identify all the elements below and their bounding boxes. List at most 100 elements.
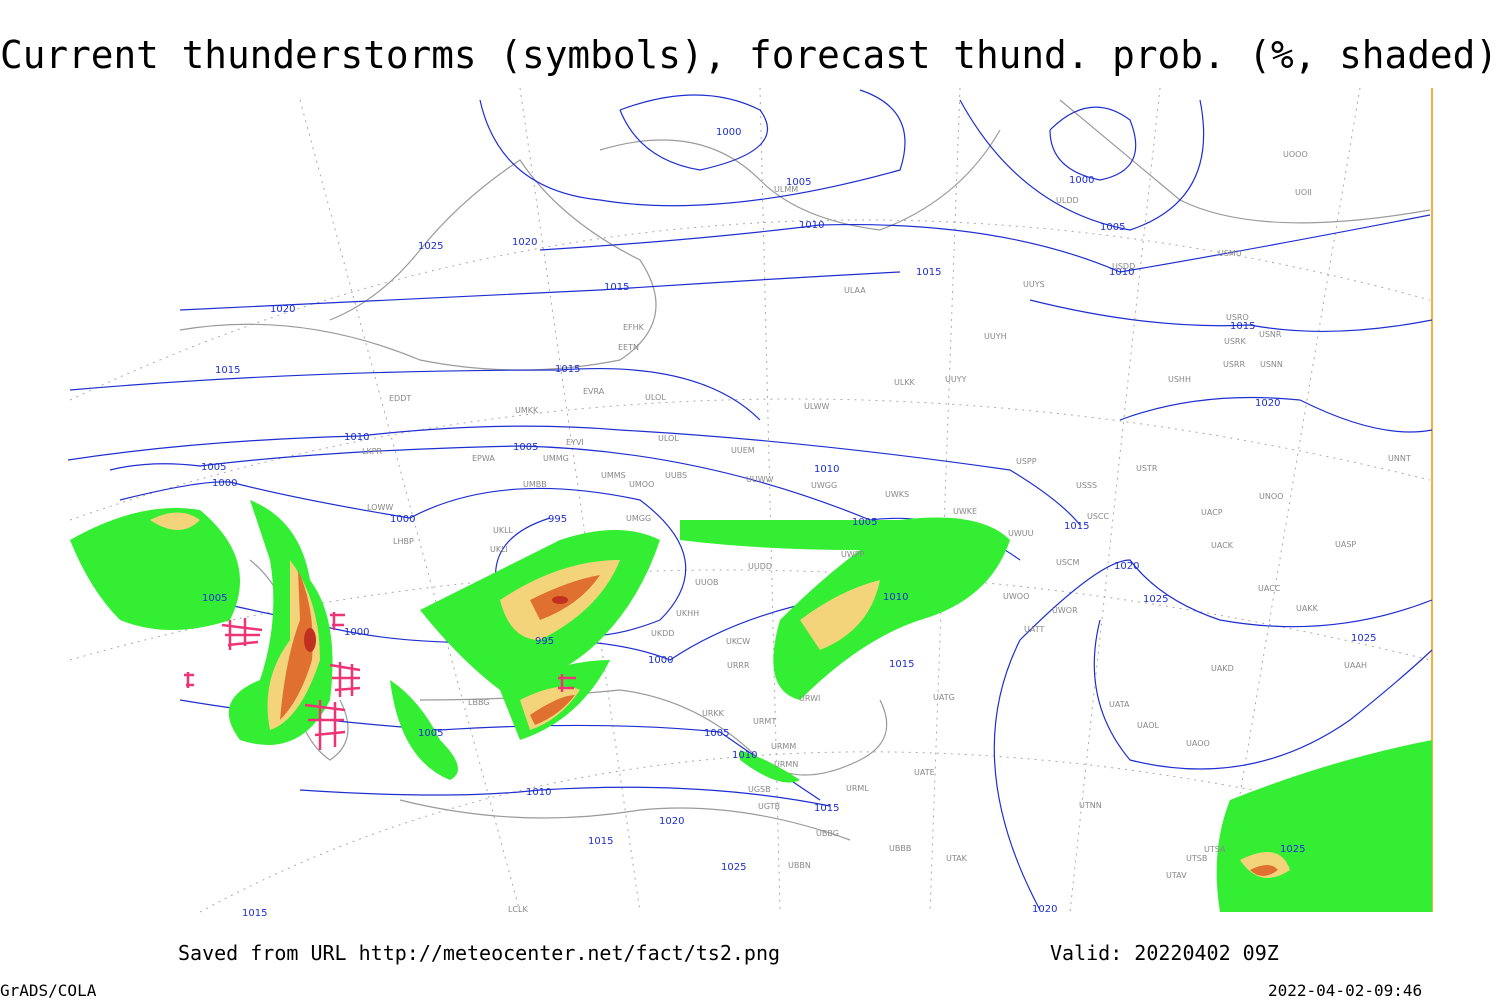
isobar-label: 1000 xyxy=(344,627,369,638)
station-label: UUOB xyxy=(695,578,719,587)
station-label: UUYY xyxy=(945,375,967,384)
station-label: UWOO xyxy=(1003,592,1029,601)
station-label: USRO xyxy=(1226,313,1249,322)
isobar-label: 1005 xyxy=(418,728,443,739)
coastlines xyxy=(179,99,1431,841)
isobar-label: 1005 xyxy=(704,728,729,739)
station-label: UOII xyxy=(1295,188,1312,197)
isobar-label: 1015 xyxy=(588,836,613,847)
isobar-label: 1005 xyxy=(513,442,538,453)
station-label: UTNN xyxy=(1079,801,1102,810)
station-label: USPP xyxy=(1016,457,1037,466)
isobar-label: 1000 xyxy=(648,655,673,666)
isobar-label: 1010 xyxy=(799,220,824,231)
isobar-label: 1000 xyxy=(1069,175,1094,186)
station-label: USRK xyxy=(1224,337,1246,346)
station-label: UMMS xyxy=(601,471,626,480)
station-label: UATT xyxy=(1024,625,1044,634)
software: GrADS/COLA xyxy=(0,981,97,1000)
isobar-label: 1005 xyxy=(1100,222,1125,233)
station-label: EDDT xyxy=(389,394,411,403)
station-label: USMU xyxy=(1218,249,1242,258)
station-label: URML xyxy=(846,784,869,793)
station-label: LBBG xyxy=(468,698,490,707)
station-label: UWGG xyxy=(811,481,837,490)
station-label: UKLL xyxy=(493,526,514,535)
station-label: UAOO xyxy=(1186,739,1210,748)
isobar-label: 1025 xyxy=(1143,594,1168,605)
station-label: UUYS xyxy=(1023,280,1045,289)
isobar-label: 1015 xyxy=(916,267,941,278)
station-label: UUWW xyxy=(746,475,774,484)
isobar-label: 1005 xyxy=(786,177,811,188)
isobar-label: 1010 xyxy=(1109,267,1134,278)
station-label: USDD xyxy=(1112,262,1135,271)
station-label: UTAK xyxy=(946,854,968,863)
isobar-label: 1010 xyxy=(732,750,757,761)
station-label: USTR xyxy=(1136,464,1158,473)
isobar-label: 1005 xyxy=(202,593,227,604)
station-label: LOWW xyxy=(367,503,393,512)
station-label: USRR xyxy=(1223,360,1245,369)
title: Current thunderstorms (symbols), forecas… xyxy=(0,33,1498,77)
station-label: UBBN xyxy=(788,861,811,870)
station-label: URWI xyxy=(799,694,820,703)
isobar-label: 1020 xyxy=(1255,398,1280,409)
isobar-label: 1015 xyxy=(889,659,914,670)
station-label: UTSB xyxy=(1186,854,1207,863)
station-label: EVRA xyxy=(583,387,605,396)
isobar-label: 1000 xyxy=(716,127,741,138)
station-label: UACC xyxy=(1258,584,1281,593)
station-label: LCLK xyxy=(508,905,529,914)
isobar-label: 1025 xyxy=(418,241,443,252)
station-label: UAOL xyxy=(1137,721,1159,730)
station-label: ULWW xyxy=(804,402,829,411)
timestamp: 2022-04-02-09:46 xyxy=(1268,981,1422,1000)
isobar-label: 1015 xyxy=(1064,521,1089,532)
station-label: UMMG xyxy=(543,454,569,463)
station-label: UKHH xyxy=(676,609,699,618)
station-label: ULMM xyxy=(774,185,798,194)
isobar-label: 1015 xyxy=(1230,321,1255,332)
probability-shading xyxy=(70,500,1432,912)
station-label: UUEM xyxy=(731,446,755,455)
isobar-label: 1005 xyxy=(852,517,877,528)
station-label: USHH xyxy=(1168,375,1191,384)
station-label: UUDD xyxy=(748,562,772,571)
station-label: UBBG xyxy=(816,829,839,838)
isobar-label: 1020 xyxy=(1032,904,1057,915)
station-label: USNR xyxy=(1259,330,1282,339)
isobar-label: 1015 xyxy=(604,282,629,293)
station-label: UNOO xyxy=(1259,492,1283,501)
station-label: UAAH xyxy=(1344,661,1367,670)
station-label: URRR xyxy=(727,661,750,670)
station-label: USCC xyxy=(1087,512,1110,521)
isobar-label: 1010 xyxy=(814,464,839,475)
station-label: USCM xyxy=(1056,558,1080,567)
isobar-label: 995 xyxy=(535,636,554,647)
station-label: ULDD xyxy=(1056,196,1079,205)
station-label: ULKK xyxy=(894,378,916,387)
isobar-label: 1020 xyxy=(512,237,537,248)
station-label: UASP xyxy=(1335,540,1356,549)
station-label: UGTB xyxy=(758,802,780,811)
station-label: UAKD xyxy=(1211,664,1234,673)
station-label: ULOL xyxy=(658,434,679,443)
station-labels: EFHK EETN EVRA ULOL EDDT UMKK LKPR EPWA UMMG EYVI… xyxy=(362,150,1411,914)
station-label: UMBB xyxy=(523,480,547,489)
isobar-label: 1015 xyxy=(555,364,580,375)
valid-time: Valid: 20220402 09Z xyxy=(1050,941,1279,965)
station-label: UTSA xyxy=(1204,845,1226,854)
isobar-label: 1020 xyxy=(659,816,684,827)
station-label: EYVI xyxy=(566,438,584,447)
isobar-label: 1015 xyxy=(242,908,267,919)
station-label: UUBS xyxy=(665,471,687,480)
isobar-label: 1015 xyxy=(814,803,839,814)
isobar-label: 1025 xyxy=(721,862,746,873)
station-label: UWPP xyxy=(841,550,865,559)
station-label: URKK xyxy=(702,709,725,718)
station-label: URMT xyxy=(753,717,776,726)
station-label: UMOO xyxy=(629,480,654,489)
isobar-label: 995 xyxy=(548,514,567,525)
